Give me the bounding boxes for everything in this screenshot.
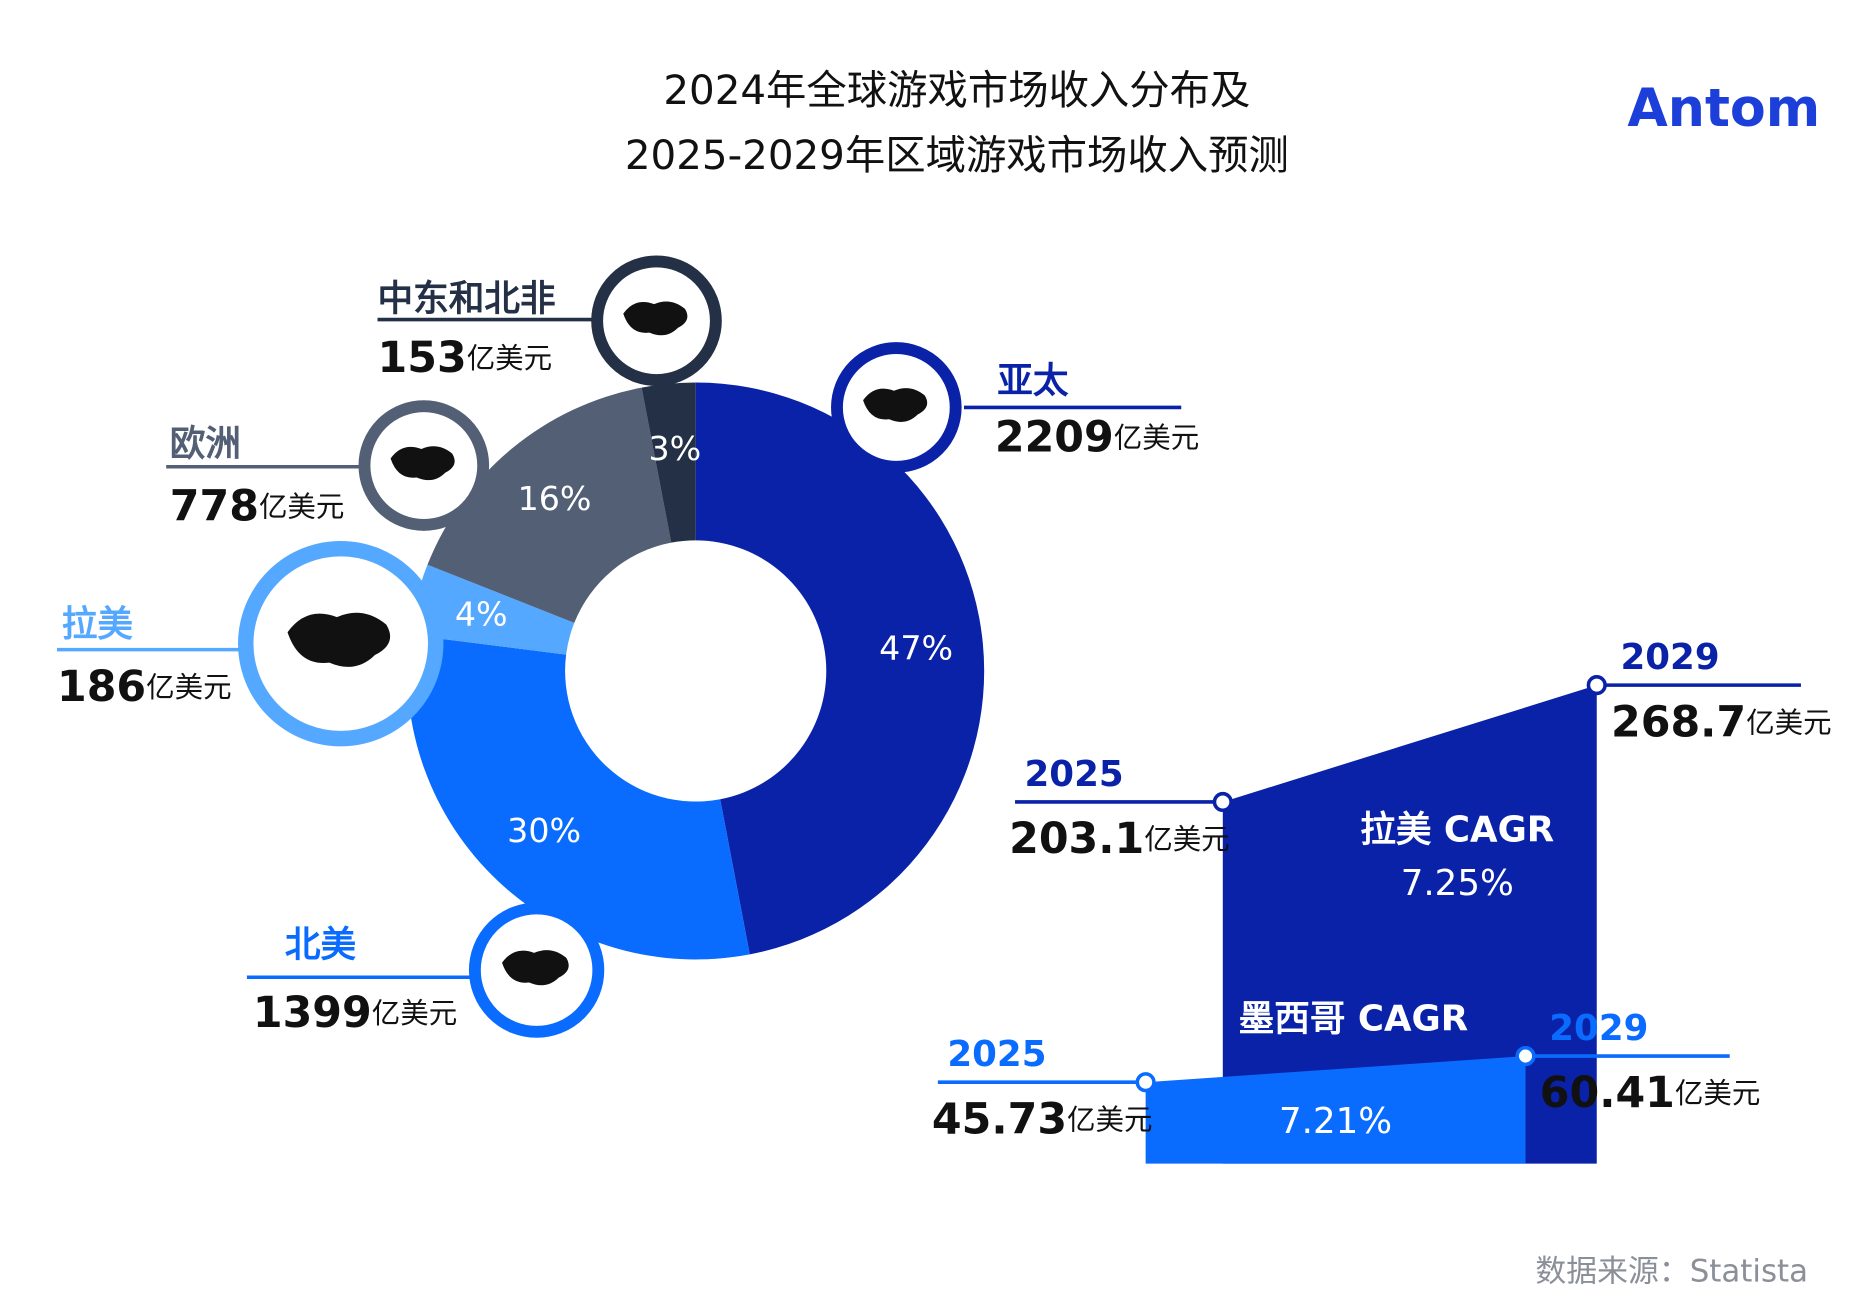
region-name: 中东和北非 (378, 279, 556, 320)
region-map (502, 950, 569, 986)
value-unit: 亿美元 (1067, 1103, 1152, 1136)
region-map (287, 612, 391, 667)
cagr-label: 7.21% (1279, 1101, 1392, 1142)
logo: Antom (1627, 79, 1820, 139)
source: 数据来源：Statista (1535, 1253, 1808, 1289)
value-unit: 亿美元 (467, 342, 552, 375)
value-number: 2209 (995, 412, 1114, 462)
slice-label: 4% (455, 594, 508, 633)
value-label: 203.1亿美元 (1009, 814, 1230, 864)
data-point (1586, 675, 1607, 696)
value-label: 1399亿美元 (253, 988, 457, 1038)
value-label: 45.73亿美元 (932, 1094, 1153, 1144)
slice-label: 30% (507, 811, 581, 850)
donut-slice (695, 382, 985, 955)
value-number: 778 (170, 481, 259, 531)
value-unit: 亿美元 (1746, 706, 1831, 739)
value-label: 778亿美元 (170, 481, 345, 531)
value-label: 153亿美元 (378, 332, 553, 382)
value-unit: 亿美元 (372, 997, 457, 1030)
value-label: 2209亿美元 (995, 412, 1199, 462)
region-map (623, 301, 688, 336)
data-point (1515, 1045, 1536, 1067)
year-label: 2025 (947, 1034, 1046, 1075)
donut-slice (427, 387, 672, 623)
value-number: 268.7 (1611, 697, 1746, 747)
region-name: 欧洲 (170, 423, 241, 464)
series-name: 墨西哥 CAGR (1239, 998, 1469, 1039)
cagr-label: 7.25% (1401, 863, 1514, 904)
slice-label: 16% (518, 479, 592, 518)
data-point (1212, 791, 1233, 813)
value-label: 268.7亿美元 (1611, 697, 1832, 747)
value-unit: 亿美元 (146, 671, 231, 704)
value-label: 186亿美元 (57, 661, 232, 711)
region-map (390, 446, 455, 481)
slice-label: 47% (879, 629, 953, 668)
region-map (863, 388, 928, 422)
donut-slice (409, 564, 575, 655)
year-label: 2029 (1549, 1008, 1648, 1049)
value-number: 203.1 (1009, 814, 1144, 864)
title-line: 2024年全球游戏市场收入分布及 (663, 67, 1250, 114)
growth-area (1222, 685, 1597, 1164)
year-label: 2029 (1621, 637, 1720, 678)
value-number: 186 (57, 661, 146, 711)
value-number: 1399 (253, 988, 372, 1038)
value-unit: 亿美元 (1144, 823, 1229, 856)
slice-label: 3% (648, 429, 701, 468)
value-number: 45.73 (932, 1094, 1067, 1144)
growth-area (1145, 1056, 1526, 1164)
value-unit: 亿美元 (1114, 421, 1199, 454)
year-label: 2025 (1025, 754, 1124, 795)
data-point (1135, 1072, 1156, 1093)
title-line: 2025-2029年区域游戏市场收入预测 (625, 132, 1289, 179)
value-unit: 亿美元 (259, 490, 344, 523)
value-number: 60.41 (1540, 1068, 1675, 1118)
value-label: 60.41亿美元 (1540, 1068, 1761, 1118)
region-name: 亚太 (997, 360, 1069, 401)
series-name: 拉美 CAGR (1360, 810, 1554, 851)
value-unit: 亿美元 (1675, 1077, 1760, 1110)
donut-slice (641, 382, 696, 543)
value-number: 153 (378, 332, 467, 382)
donut-slice (407, 634, 750, 960)
region-name: 北美 (285, 924, 357, 965)
region-name: 拉美 (62, 604, 134, 645)
